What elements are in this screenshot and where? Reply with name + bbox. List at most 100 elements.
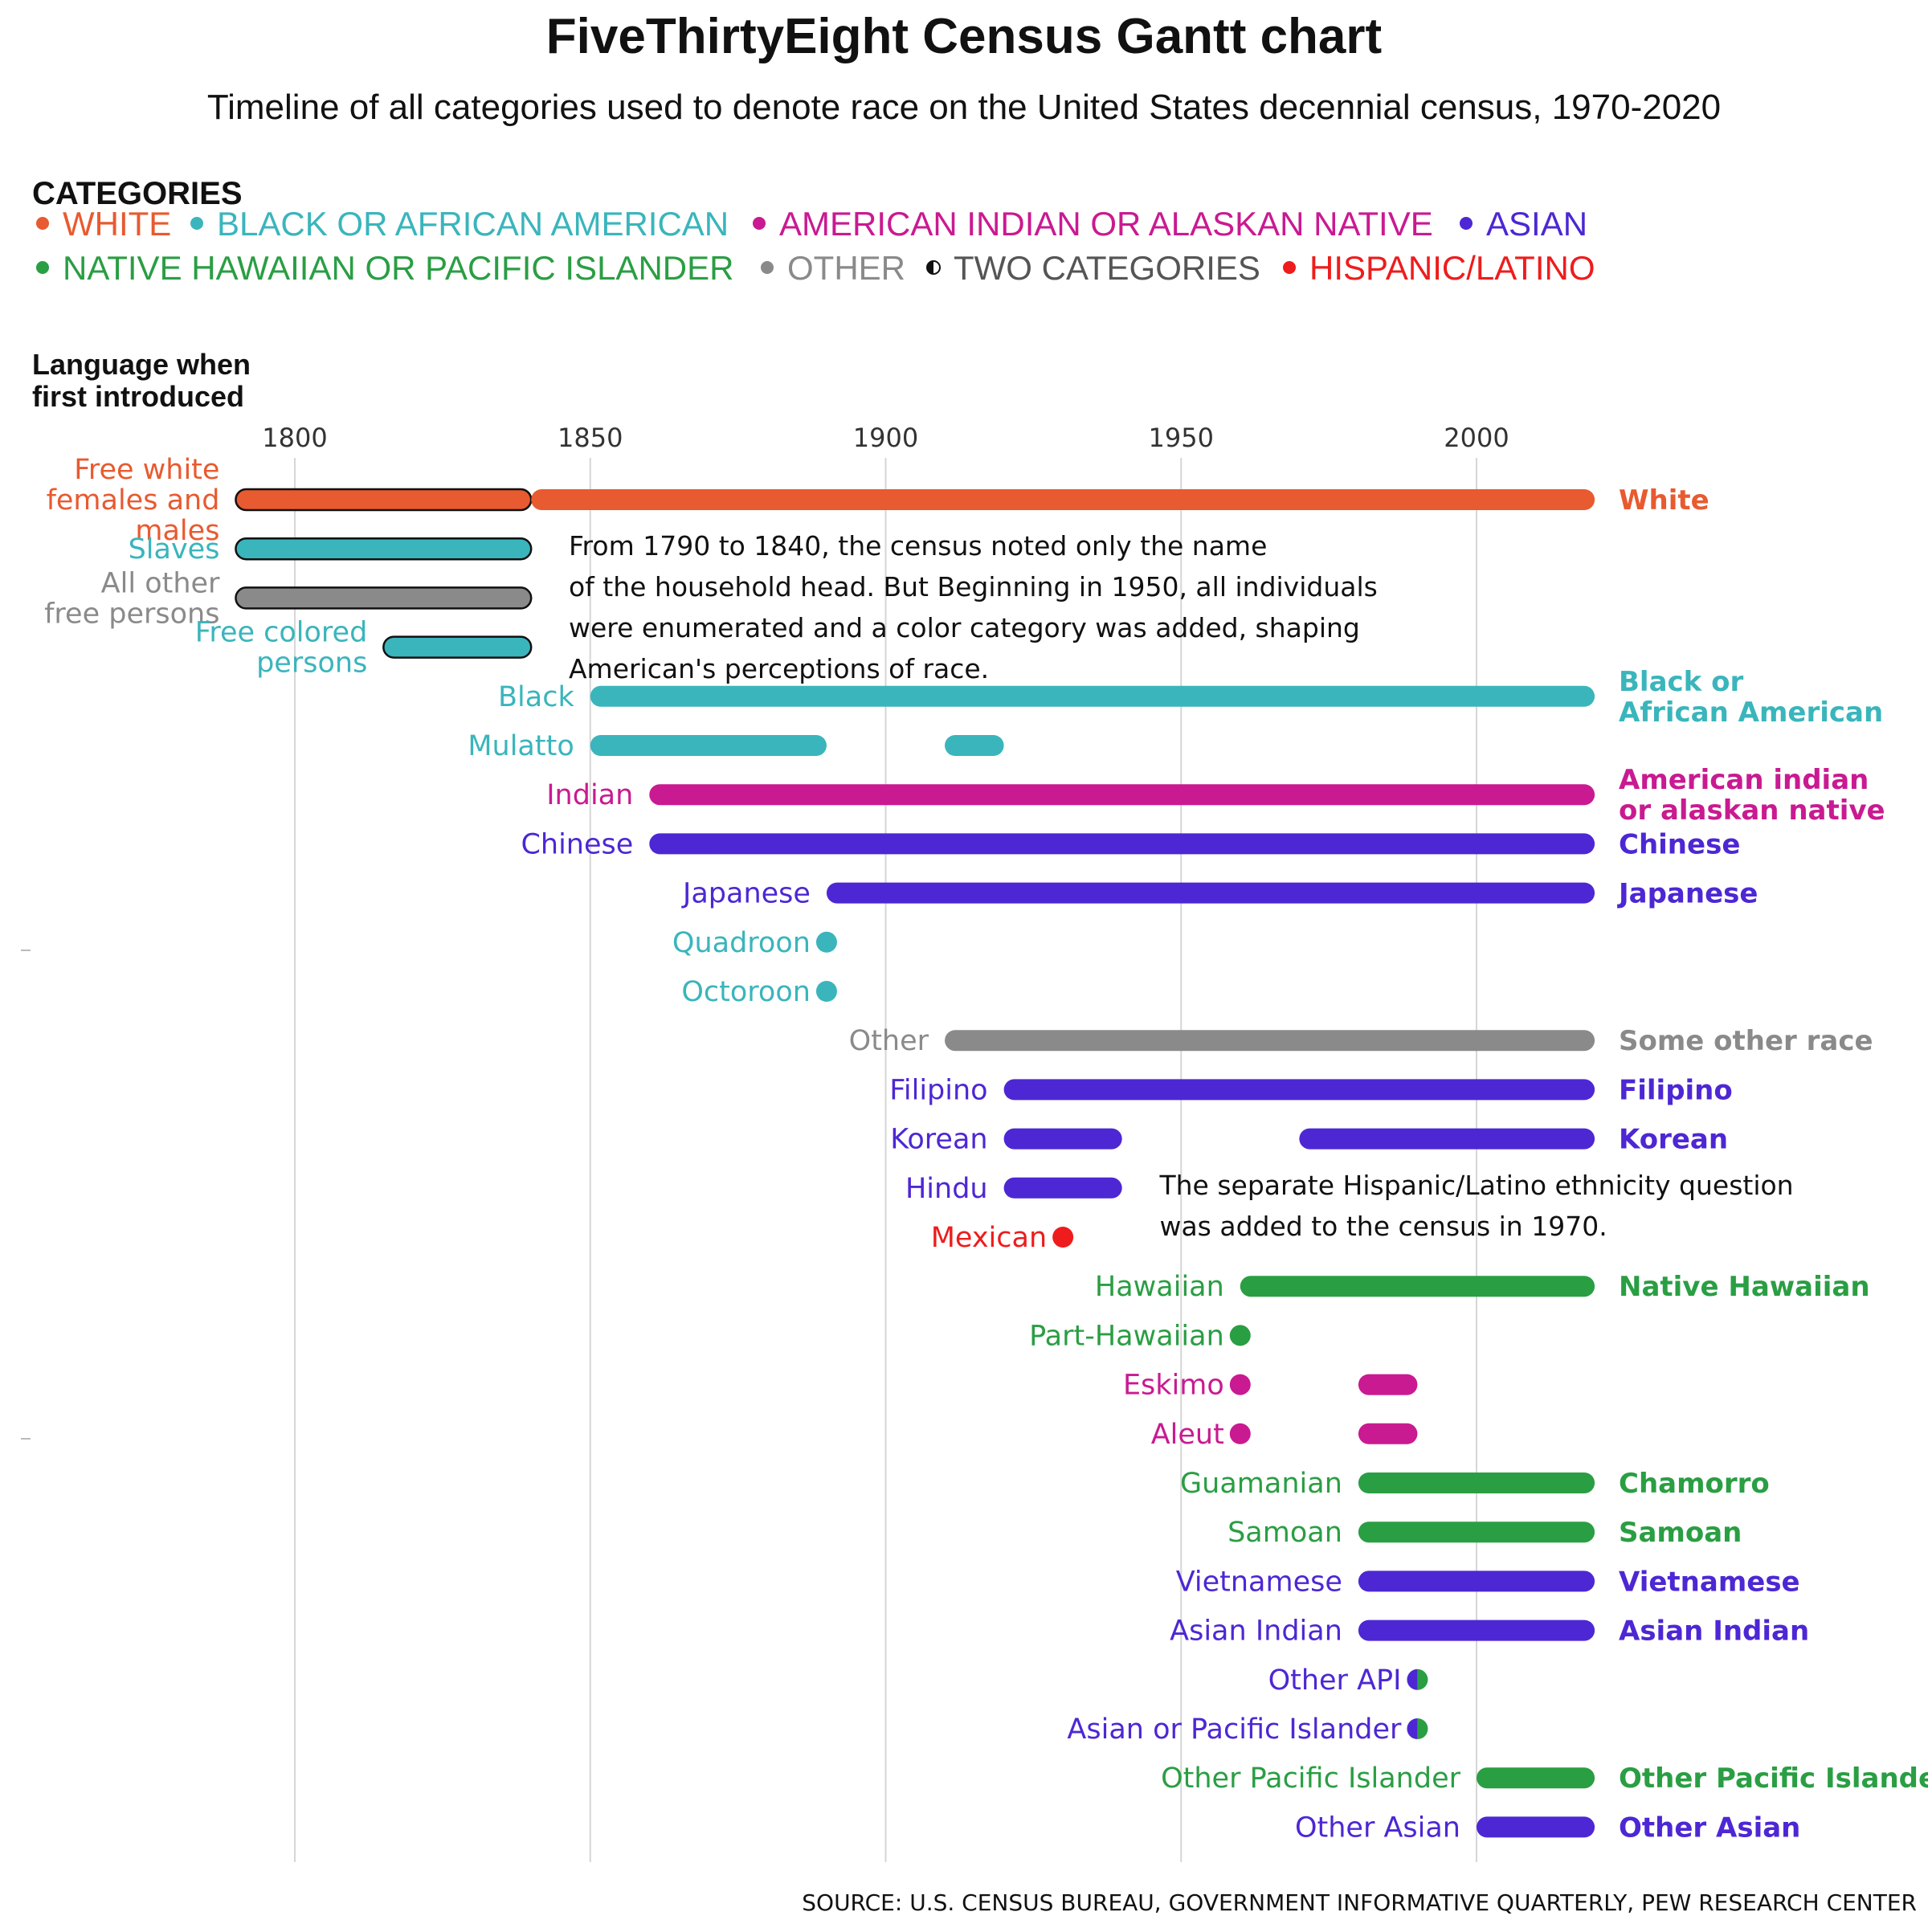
legend-marker bbox=[1460, 217, 1473, 230]
dot-marker bbox=[1229, 1325, 1251, 1346]
legend-item-aian: AMERICAN INDIAN OR ALASKAN NATIVE bbox=[753, 205, 1433, 243]
current-name-label: Filipino bbox=[1619, 1074, 1733, 1106]
current-name-line: Asian Indian bbox=[1619, 1615, 1809, 1648]
current-name-line: or alaskan native bbox=[1619, 794, 1885, 827]
gantt-bar bbox=[826, 882, 1595, 904]
gantt-bar bbox=[1358, 1374, 1418, 1395]
gantt-bar bbox=[1003, 1177, 1122, 1199]
annotation-line: The separate Hispanic/Latino ethnicity q… bbox=[1158, 1170, 1793, 1201]
row-label: Free white females and males bbox=[47, 454, 220, 547]
legend-marker bbox=[190, 217, 203, 230]
gantt-row: Asian Indian Asian Indian bbox=[1170, 1615, 1809, 1648]
gantt-row: Other Some other race bbox=[849, 1025, 1873, 1057]
row-label: All other free persons bbox=[44, 567, 220, 630]
row-label-line: Mexican bbox=[931, 1222, 1047, 1254]
row-label: Mexican bbox=[931, 1222, 1047, 1254]
gantt-bar bbox=[1477, 1816, 1595, 1838]
row-label-line: Filipino bbox=[889, 1074, 987, 1106]
gantt-row: Japanese Japanese bbox=[681, 878, 1758, 910]
row-label: Hindu bbox=[905, 1173, 988, 1205]
legend-label: AMERICAN INDIAN OR ALASKAN NATIVE bbox=[779, 205, 1433, 243]
x-tick-label: 2000 bbox=[1444, 423, 1509, 453]
row-label: Part-Hawaiian bbox=[1029, 1320, 1224, 1352]
current-name-label: Korean bbox=[1619, 1124, 1728, 1156]
row-label: Octoroon bbox=[681, 976, 811, 1008]
text-line: Language when bbox=[32, 348, 251, 381]
row-label-line: Chinese bbox=[521, 828, 633, 860]
row-label-line: Aleut bbox=[1151, 1419, 1224, 1451]
row-label-line: Eskimo bbox=[1123, 1370, 1224, 1402]
current-name-line: African American bbox=[1619, 696, 1883, 729]
row-label: Other bbox=[849, 1025, 929, 1057]
current-name-line: White bbox=[1619, 484, 1709, 517]
row-label-line: Korean bbox=[890, 1124, 987, 1156]
legend-item-two: TWO CATEGORIES bbox=[926, 249, 1260, 287]
gantt-row: Quadroon bbox=[672, 927, 837, 959]
legend-marker bbox=[1283, 261, 1296, 274]
gantt-row: Chinese Chinese bbox=[521, 828, 1740, 860]
legend-label: ASIAN bbox=[1486, 205, 1587, 243]
current-name-line: Vietnamese bbox=[1619, 1566, 1800, 1598]
row-label-line: Free white bbox=[74, 454, 219, 486]
current-name-label: Chamorro bbox=[1619, 1468, 1770, 1500]
row-label-line: Other Asian bbox=[1295, 1812, 1460, 1844]
current-name-line: American indian bbox=[1619, 764, 1869, 796]
gantt-row: Black Black or African American bbox=[498, 666, 1883, 729]
x-tick-label: 1900 bbox=[853, 423, 918, 453]
gantt-row: Octoroon bbox=[681, 976, 837, 1008]
row-label-line: Other Pacific Islander bbox=[1161, 1762, 1461, 1795]
legend-item-hisp: HISPANIC/LATINO bbox=[1283, 249, 1595, 287]
current-name-line: Korean bbox=[1619, 1124, 1728, 1156]
gantt-row: Free colored persons bbox=[195, 617, 533, 680]
row-label-line: Other API bbox=[1268, 1664, 1402, 1697]
legend-item-white: WHITE bbox=[36, 205, 171, 243]
gantt-bar bbox=[1358, 1571, 1595, 1592]
gantt-row: Indian American indian or alaskan native bbox=[546, 764, 1885, 827]
annotation-text: From 1790 to 1840, the census noted only… bbox=[569, 530, 1378, 684]
row-label: Guamanian bbox=[1180, 1468, 1342, 1500]
row-label-line: Asian Indian bbox=[1170, 1615, 1342, 1648]
gantt-row: Mexican bbox=[931, 1222, 1074, 1254]
row-label-line: free persons bbox=[44, 598, 219, 630]
row-label: Eskimo bbox=[1123, 1370, 1224, 1402]
row-label: Other API bbox=[1268, 1664, 1402, 1697]
row-label: Free colored persons bbox=[195, 617, 368, 680]
gantt-bar bbox=[1358, 1472, 1595, 1493]
row-label-line: Free colored bbox=[195, 617, 368, 649]
legend-label: TWO CATEGORIES bbox=[954, 249, 1260, 287]
row-label: Black bbox=[498, 681, 574, 713]
gantt-row: Hawaiian Native Hawaiian bbox=[1095, 1271, 1870, 1303]
current-name-label: Samoan bbox=[1619, 1517, 1742, 1549]
current-name-label: White bbox=[1619, 484, 1709, 517]
left-header-text: Language when first introduced bbox=[32, 348, 251, 413]
legend-marker bbox=[761, 261, 774, 274]
row-label: Slaves bbox=[129, 533, 220, 566]
gantt-bar bbox=[649, 784, 1595, 806]
row-label: Samoan bbox=[1227, 1517, 1342, 1549]
row-label-line: Quadroon bbox=[672, 927, 811, 959]
row-label: Japanese bbox=[681, 878, 811, 910]
half-dot-marker bbox=[1417, 1718, 1428, 1739]
gantt-bar bbox=[649, 833, 1595, 855]
gantt-row: Korean Korean bbox=[890, 1124, 1728, 1156]
gantt-row: Free white females and males White bbox=[47, 454, 1709, 547]
row-label-line: Black bbox=[498, 681, 574, 713]
dot-marker bbox=[1229, 1374, 1251, 1395]
gantt-bar bbox=[235, 488, 533, 512]
legend-label: NATIVE HAWAIIAN OR PACIFIC ISLANDER bbox=[63, 249, 733, 287]
annotations: From 1790 to 1840, the census noted only… bbox=[569, 530, 1794, 1242]
current-name-label: Other Pacific Islander bbox=[1619, 1762, 1928, 1795]
row-label: Indian bbox=[546, 779, 633, 811]
annotation-text: The separate Hispanic/Latino ethnicity q… bbox=[1158, 1170, 1793, 1242]
gantt-bar bbox=[945, 735, 1004, 756]
row-label-line: persons bbox=[256, 647, 367, 680]
dot-marker bbox=[1229, 1423, 1251, 1444]
legend-marker-half bbox=[927, 261, 933, 274]
row-label-line: Samoan bbox=[1227, 1517, 1342, 1549]
gantt-row: Filipino Filipino bbox=[889, 1074, 1732, 1106]
row-label-line: Hindu bbox=[905, 1173, 988, 1205]
row-label-line: Octoroon bbox=[681, 976, 811, 1008]
row-label-line: Asian or Pacific Islander bbox=[1067, 1713, 1402, 1746]
current-name-label: Chinese bbox=[1619, 828, 1740, 860]
